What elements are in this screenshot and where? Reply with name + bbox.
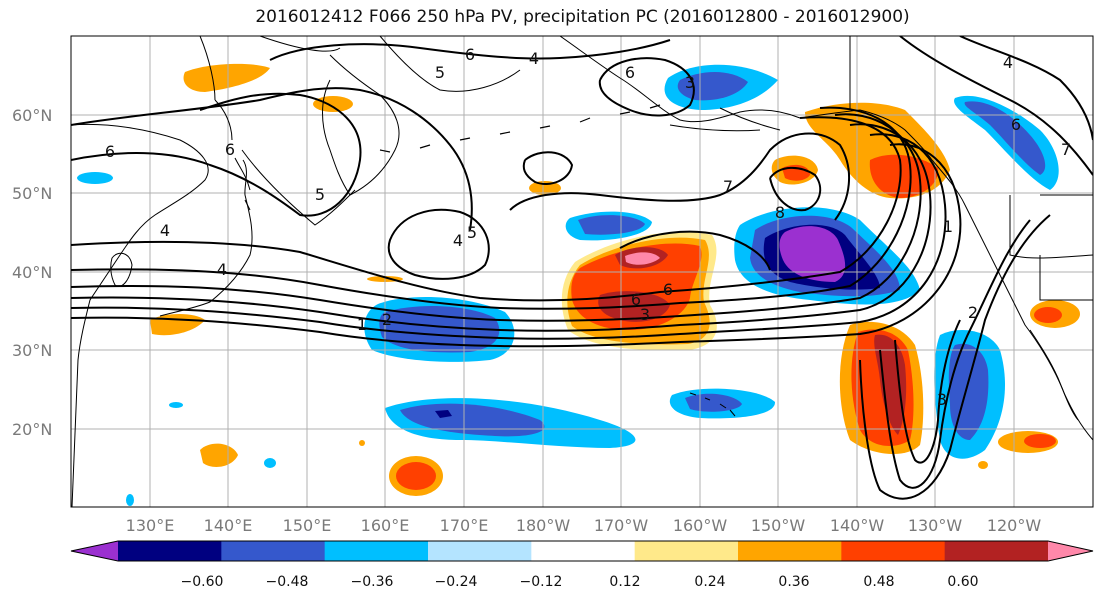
contour-label: 8 bbox=[775, 203, 785, 222]
lon-label: 130°W bbox=[908, 516, 963, 535]
colorbar-tick: 0.36 bbox=[778, 574, 809, 590]
contour-label: 4 bbox=[1003, 53, 1013, 72]
contour-label: 4 bbox=[160, 221, 170, 240]
contour-label: 5 bbox=[435, 63, 445, 82]
contour-label: 6 bbox=[465, 45, 475, 64]
lat-label-30: 30°N bbox=[12, 341, 52, 360]
contour-label: 5 bbox=[467, 223, 477, 242]
colorbar-segment bbox=[428, 541, 532, 561]
contour-label: 6 bbox=[631, 290, 641, 309]
colorbar-tick: −0.24 bbox=[435, 574, 478, 590]
colorbar-tick: 0.60 bbox=[947, 574, 978, 590]
contour-label: 6 bbox=[1011, 115, 1021, 134]
colorbar-extend-high bbox=[1048, 541, 1093, 561]
contour-label: 6 bbox=[663, 280, 673, 299]
contour-label: 4 bbox=[529, 49, 539, 68]
contour-label: 1 bbox=[943, 217, 953, 236]
longitude-labels: 130°E 140°E 150°E 160°E 170°E 180°W 170°… bbox=[126, 516, 1042, 535]
lon-label: 130°E bbox=[126, 516, 175, 535]
map-title: 2016012412 F066 250 hPa PV, precipitatio… bbox=[255, 7, 910, 27]
colorbar-segment bbox=[221, 541, 326, 561]
colorbar-tick: −0.36 bbox=[351, 574, 394, 590]
colorbar-segment bbox=[118, 541, 222, 561]
colorbar-segment bbox=[324, 541, 429, 561]
contour-label: 2 bbox=[968, 303, 978, 322]
colorbar-segment bbox=[738, 541, 842, 561]
contour-label: 1 bbox=[357, 315, 367, 334]
lon-label: 120°W bbox=[987, 516, 1042, 535]
lon-label: 180°W bbox=[516, 516, 571, 535]
contour-label: 3 bbox=[937, 390, 947, 409]
colorbar-tick: 0.12 bbox=[609, 574, 640, 590]
pv-contours bbox=[71, 36, 1093, 500]
lon-label: 140°W bbox=[830, 516, 885, 535]
map-frame bbox=[70, 35, 1094, 508]
colorbar-segment bbox=[841, 541, 946, 561]
colorbar-extend-low bbox=[71, 541, 118, 561]
contour-label: 6 bbox=[625, 63, 635, 82]
lon-label: 160°E bbox=[361, 516, 410, 535]
lat-label-60: 60°N bbox=[12, 106, 52, 125]
contour-label: 3 bbox=[640, 305, 650, 324]
colorbar-tick: 0.48 bbox=[863, 574, 894, 590]
colorbar-segment bbox=[634, 541, 739, 561]
colorbar bbox=[70, 540, 1094, 562]
lat-label-40: 40°N bbox=[12, 263, 52, 282]
lon-label: 170°W bbox=[594, 516, 649, 535]
colorbar-segment bbox=[944, 541, 1049, 561]
contour-label: 7 bbox=[723, 177, 733, 196]
colorbar-tick: −0.60 bbox=[181, 574, 224, 590]
colorbar-ticks: −0.60 −0.48 −0.36 −0.24 −0.12 0.12 0.24 … bbox=[181, 574, 979, 590]
contour-label: 7 bbox=[1061, 140, 1071, 159]
lat-label-50: 50°N bbox=[12, 184, 52, 203]
colorbar-segment bbox=[531, 541, 636, 561]
latitude-labels: 60°N 50°N 40°N 30°N 20°N bbox=[12, 106, 52, 439]
lat-label-20: 20°N bbox=[12, 420, 52, 439]
contour-label: 4 bbox=[453, 231, 463, 250]
lon-label: 150°E bbox=[283, 516, 332, 535]
contour-label: 6 bbox=[225, 140, 235, 159]
lon-label: 160°W bbox=[673, 516, 728, 535]
contour-labels: 6 5 4 3 6 6 6 5 4 4 2 1 5 4 3 6 7 8 1 2 … bbox=[105, 45, 1071, 409]
lon-label: 170°E bbox=[440, 516, 489, 535]
colorbar-tick: 0.24 bbox=[694, 574, 725, 590]
lon-label: 150°W bbox=[751, 516, 806, 535]
contour-label: 6 bbox=[105, 142, 115, 161]
coastlines bbox=[71, 36, 1093, 507]
lon-label: 140°E bbox=[204, 516, 253, 535]
colorbar-tick: −0.48 bbox=[266, 574, 309, 590]
colorbar-outline bbox=[70, 540, 1094, 562]
contour-label: 3 bbox=[685, 73, 695, 92]
contour-label: 2 bbox=[382, 310, 392, 329]
contour-label: 4 bbox=[217, 260, 227, 279]
colorbar-tick: −0.12 bbox=[520, 574, 563, 590]
contour-label: 5 bbox=[315, 185, 325, 204]
